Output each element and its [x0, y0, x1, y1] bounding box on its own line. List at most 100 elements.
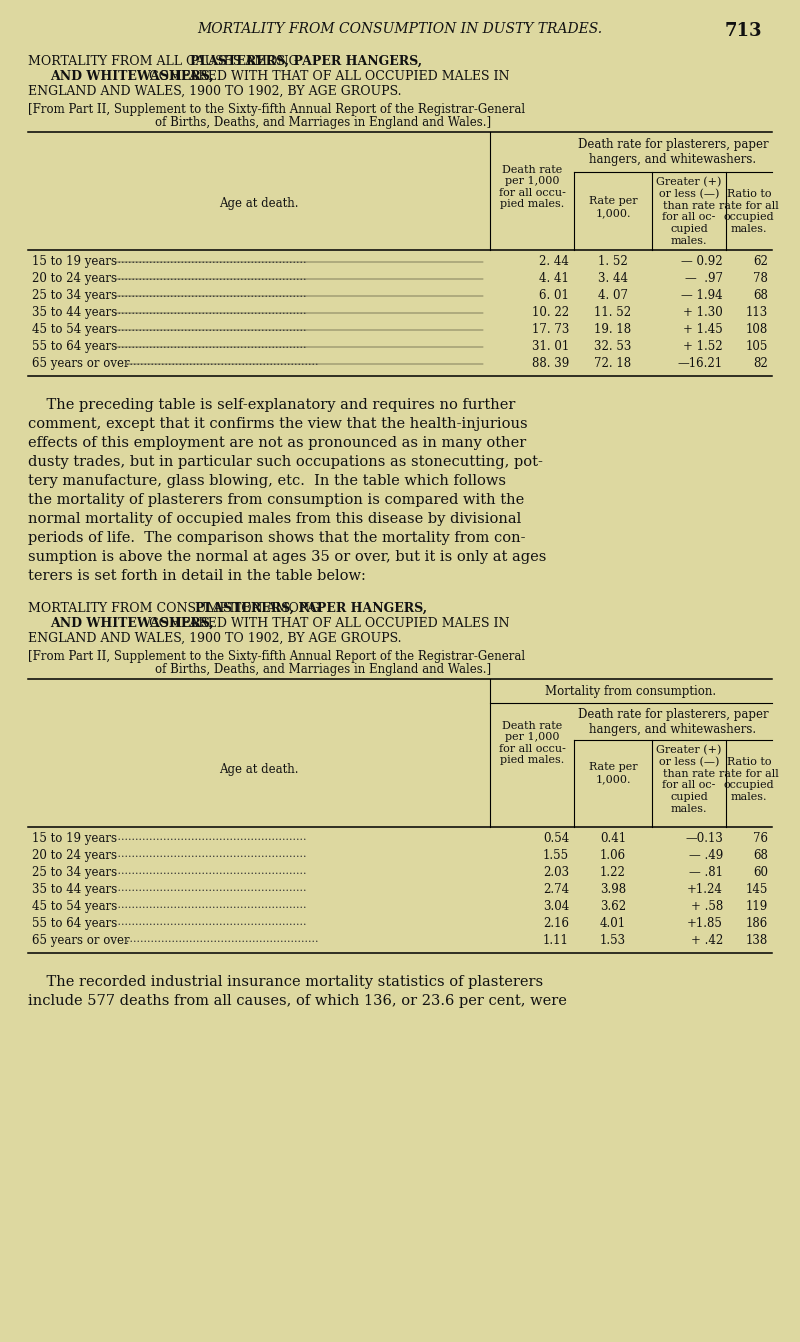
- Text: .......................................................: ........................................…: [126, 357, 318, 366]
- Text: .......................................................: ........................................…: [114, 866, 306, 876]
- Text: of Births, Deaths, and Marriages in England and Wales.]: of Births, Deaths, and Marriages in Engl…: [155, 115, 491, 129]
- Text: dusty trades, but in particular such occupations as stonecutting, pot-: dusty trades, but in particular such occ…: [28, 455, 543, 468]
- Text: 19. 18: 19. 18: [594, 323, 631, 336]
- Text: AND WHITEWASHERS,: AND WHITEWASHERS,: [50, 617, 214, 629]
- Text: 35 to 44 years: 35 to 44 years: [32, 306, 118, 319]
- Text: 60: 60: [753, 866, 768, 879]
- Text: — 1.94: — 1.94: [682, 289, 723, 302]
- Text: 0.54: 0.54: [542, 832, 569, 845]
- Text: 4. 07: 4. 07: [598, 289, 628, 302]
- Text: 20 to 24 years: 20 to 24 years: [32, 272, 117, 285]
- Text: Death rate for plasterers, paper
hangers, and whitewashers.: Death rate for plasterers, paper hangers…: [578, 138, 768, 166]
- Text: 68: 68: [753, 289, 768, 302]
- Text: 68: 68: [753, 849, 768, 862]
- Text: .......................................................: ........................................…: [114, 255, 306, 264]
- Text: 3.04: 3.04: [542, 900, 569, 913]
- Text: 713: 713: [725, 21, 762, 40]
- Text: + 1.30: + 1.30: [683, 306, 723, 319]
- Text: MORTALITY FROM ALL CAUSES AMONG: MORTALITY FROM ALL CAUSES AMONG: [28, 55, 302, 68]
- Text: 76: 76: [753, 832, 768, 845]
- Text: sumption is above the normal at ages 35 or over, but it is only at ages: sumption is above the normal at ages 35 …: [28, 550, 546, 564]
- Text: AND WHITEWASHERS,: AND WHITEWASHERS,: [50, 70, 214, 83]
- Text: 186: 186: [746, 917, 768, 930]
- Text: 1.06: 1.06: [600, 849, 626, 862]
- Text: 31. 01: 31. 01: [532, 340, 569, 353]
- Text: the mortality of plasterers from consumption is compared with the: the mortality of plasterers from consump…: [28, 493, 524, 507]
- Text: 55 to 64 years: 55 to 64 years: [32, 917, 118, 930]
- Text: include 577 deaths from all causes, of which 136, or 23.6 per cent, were: include 577 deaths from all causes, of w…: [28, 994, 567, 1008]
- Text: .......................................................: ........................................…: [114, 323, 306, 333]
- Text: 2.74: 2.74: [543, 883, 569, 896]
- Text: 6. 01: 6. 01: [539, 289, 569, 302]
- Text: [From Part II, Supplement to the Sixty-fifth Annual Report of the Registrar-Gene: [From Part II, Supplement to the Sixty-f…: [28, 103, 525, 115]
- Text: 145: 145: [746, 883, 768, 896]
- Text: 65 years or over: 65 years or over: [32, 934, 130, 947]
- Text: Rate per
1,000.: Rate per 1,000.: [589, 762, 638, 784]
- Text: .......................................................: ........................................…: [114, 340, 306, 350]
- Text: + .58: + .58: [690, 900, 723, 913]
- Text: COMPARED WITH THAT OF ALL OCCUPIED MALES IN: COMPARED WITH THAT OF ALL OCCUPIED MALES…: [146, 617, 510, 629]
- Text: 2. 44: 2. 44: [539, 255, 569, 268]
- Text: Ratio to
rate for all
occupied
males.: Ratio to rate for all occupied males.: [719, 757, 779, 801]
- Text: PLASTERERS, PAPER HANGERS,: PLASTERERS, PAPER HANGERS,: [194, 603, 426, 615]
- Text: terers is set forth in detail in the table below:: terers is set forth in detail in the tab…: [28, 569, 366, 582]
- Text: 88. 39: 88. 39: [532, 357, 569, 370]
- Text: 78: 78: [753, 272, 768, 285]
- Text: MORTALITY FROM CONSUMPTION AMONG: MORTALITY FROM CONSUMPTION AMONG: [28, 603, 324, 615]
- Text: 113: 113: [746, 306, 768, 319]
- Text: — .81: — .81: [689, 866, 723, 879]
- Text: 1.55: 1.55: [543, 849, 569, 862]
- Text: +1.85: +1.85: [687, 917, 723, 930]
- Text: — 0.92: — 0.92: [682, 255, 723, 268]
- Text: Age at death.: Age at death.: [219, 197, 298, 211]
- Text: comment, except that it confirms the view that the health-injurious: comment, except that it confirms the vie…: [28, 417, 528, 431]
- Text: 82: 82: [754, 357, 768, 370]
- Text: The recorded industrial insurance mortality statistics of plasterers: The recorded industrial insurance mortal…: [28, 976, 543, 989]
- Text: 17. 73: 17. 73: [532, 323, 569, 336]
- Text: ENGLAND AND WALES, 1900 TO 1902, BY AGE GROUPS.: ENGLAND AND WALES, 1900 TO 1902, BY AGE …: [28, 85, 402, 98]
- Text: 2.16: 2.16: [543, 917, 569, 930]
- Text: + 1.45: + 1.45: [683, 323, 723, 336]
- Text: MORTALITY FROM CONSUMPTION IN DUSTY TRADES.: MORTALITY FROM CONSUMPTION IN DUSTY TRAD…: [198, 21, 602, 36]
- Text: 32. 53: 32. 53: [594, 340, 632, 353]
- Text: 3. 44: 3. 44: [598, 272, 628, 285]
- Text: effects of this employment are not as pronounced as in many other: effects of this employment are not as pr…: [28, 436, 526, 450]
- Text: 10. 22: 10. 22: [532, 306, 569, 319]
- Text: 138: 138: [746, 934, 768, 947]
- Text: PLASTERERS, PAPER HANGERS,: PLASTERERS, PAPER HANGERS,: [190, 55, 422, 68]
- Text: 25 to 34 years: 25 to 34 years: [32, 866, 117, 879]
- Text: .......................................................: ........................................…: [114, 306, 306, 315]
- Text: .......................................................: ........................................…: [114, 900, 306, 910]
- Text: Greater (+)
or less (—)
than rate
for all oc-
cupied
males.: Greater (+) or less (—) than rate for al…: [656, 745, 722, 813]
- Text: 3.62: 3.62: [600, 900, 626, 913]
- Text: tery manufacture, glass blowing, etc.  In the table which follows: tery manufacture, glass blowing, etc. In…: [28, 474, 506, 488]
- Text: 55 to 64 years: 55 to 64 years: [32, 340, 118, 353]
- Text: of Births, Deaths, and Marriages in England and Wales.]: of Births, Deaths, and Marriages in Engl…: [155, 663, 491, 676]
- Text: 11. 52: 11. 52: [594, 306, 631, 319]
- Text: 45 to 54 years: 45 to 54 years: [32, 900, 118, 913]
- Text: .......................................................: ........................................…: [114, 832, 306, 841]
- Text: normal mortality of occupied males from this disease by divisional: normal mortality of occupied males from …: [28, 513, 522, 526]
- Text: 35 to 44 years: 35 to 44 years: [32, 883, 118, 896]
- Text: 3.98: 3.98: [600, 883, 626, 896]
- Text: —16.21: —16.21: [678, 357, 723, 370]
- Text: [From Part II, Supplement to the Sixty-fifth Annual Report of the Registrar-Gene: [From Part II, Supplement to the Sixty-f…: [28, 650, 525, 663]
- Text: .......................................................: ........................................…: [114, 917, 306, 927]
- Text: 119: 119: [746, 900, 768, 913]
- Text: 62: 62: [753, 255, 768, 268]
- Text: —  .97: — .97: [685, 272, 723, 285]
- Text: The preceding table is self-explanatory and requires no further: The preceding table is self-explanatory …: [28, 399, 515, 412]
- Text: .......................................................: ........................................…: [114, 272, 306, 282]
- Text: 45 to 54 years: 45 to 54 years: [32, 323, 118, 336]
- Text: 1. 52: 1. 52: [598, 255, 628, 268]
- Text: 108: 108: [746, 323, 768, 336]
- Text: 1.53: 1.53: [600, 934, 626, 947]
- Text: 20 to 24 years: 20 to 24 years: [32, 849, 117, 862]
- Text: — .49: — .49: [689, 849, 723, 862]
- Text: Death rate for plasterers, paper
hangers, and whitewashers.: Death rate for plasterers, paper hangers…: [578, 709, 768, 735]
- Text: +1.24: +1.24: [687, 883, 723, 896]
- Text: 1.22: 1.22: [600, 866, 626, 879]
- Text: 15 to 19 years: 15 to 19 years: [32, 255, 117, 268]
- Text: ENGLAND AND WALES, 1900 TO 1902, BY AGE GROUPS.: ENGLAND AND WALES, 1900 TO 1902, BY AGE …: [28, 632, 402, 646]
- Text: periods of life.  The comparison shows that the mortality from con-: periods of life. The comparison shows th…: [28, 531, 526, 545]
